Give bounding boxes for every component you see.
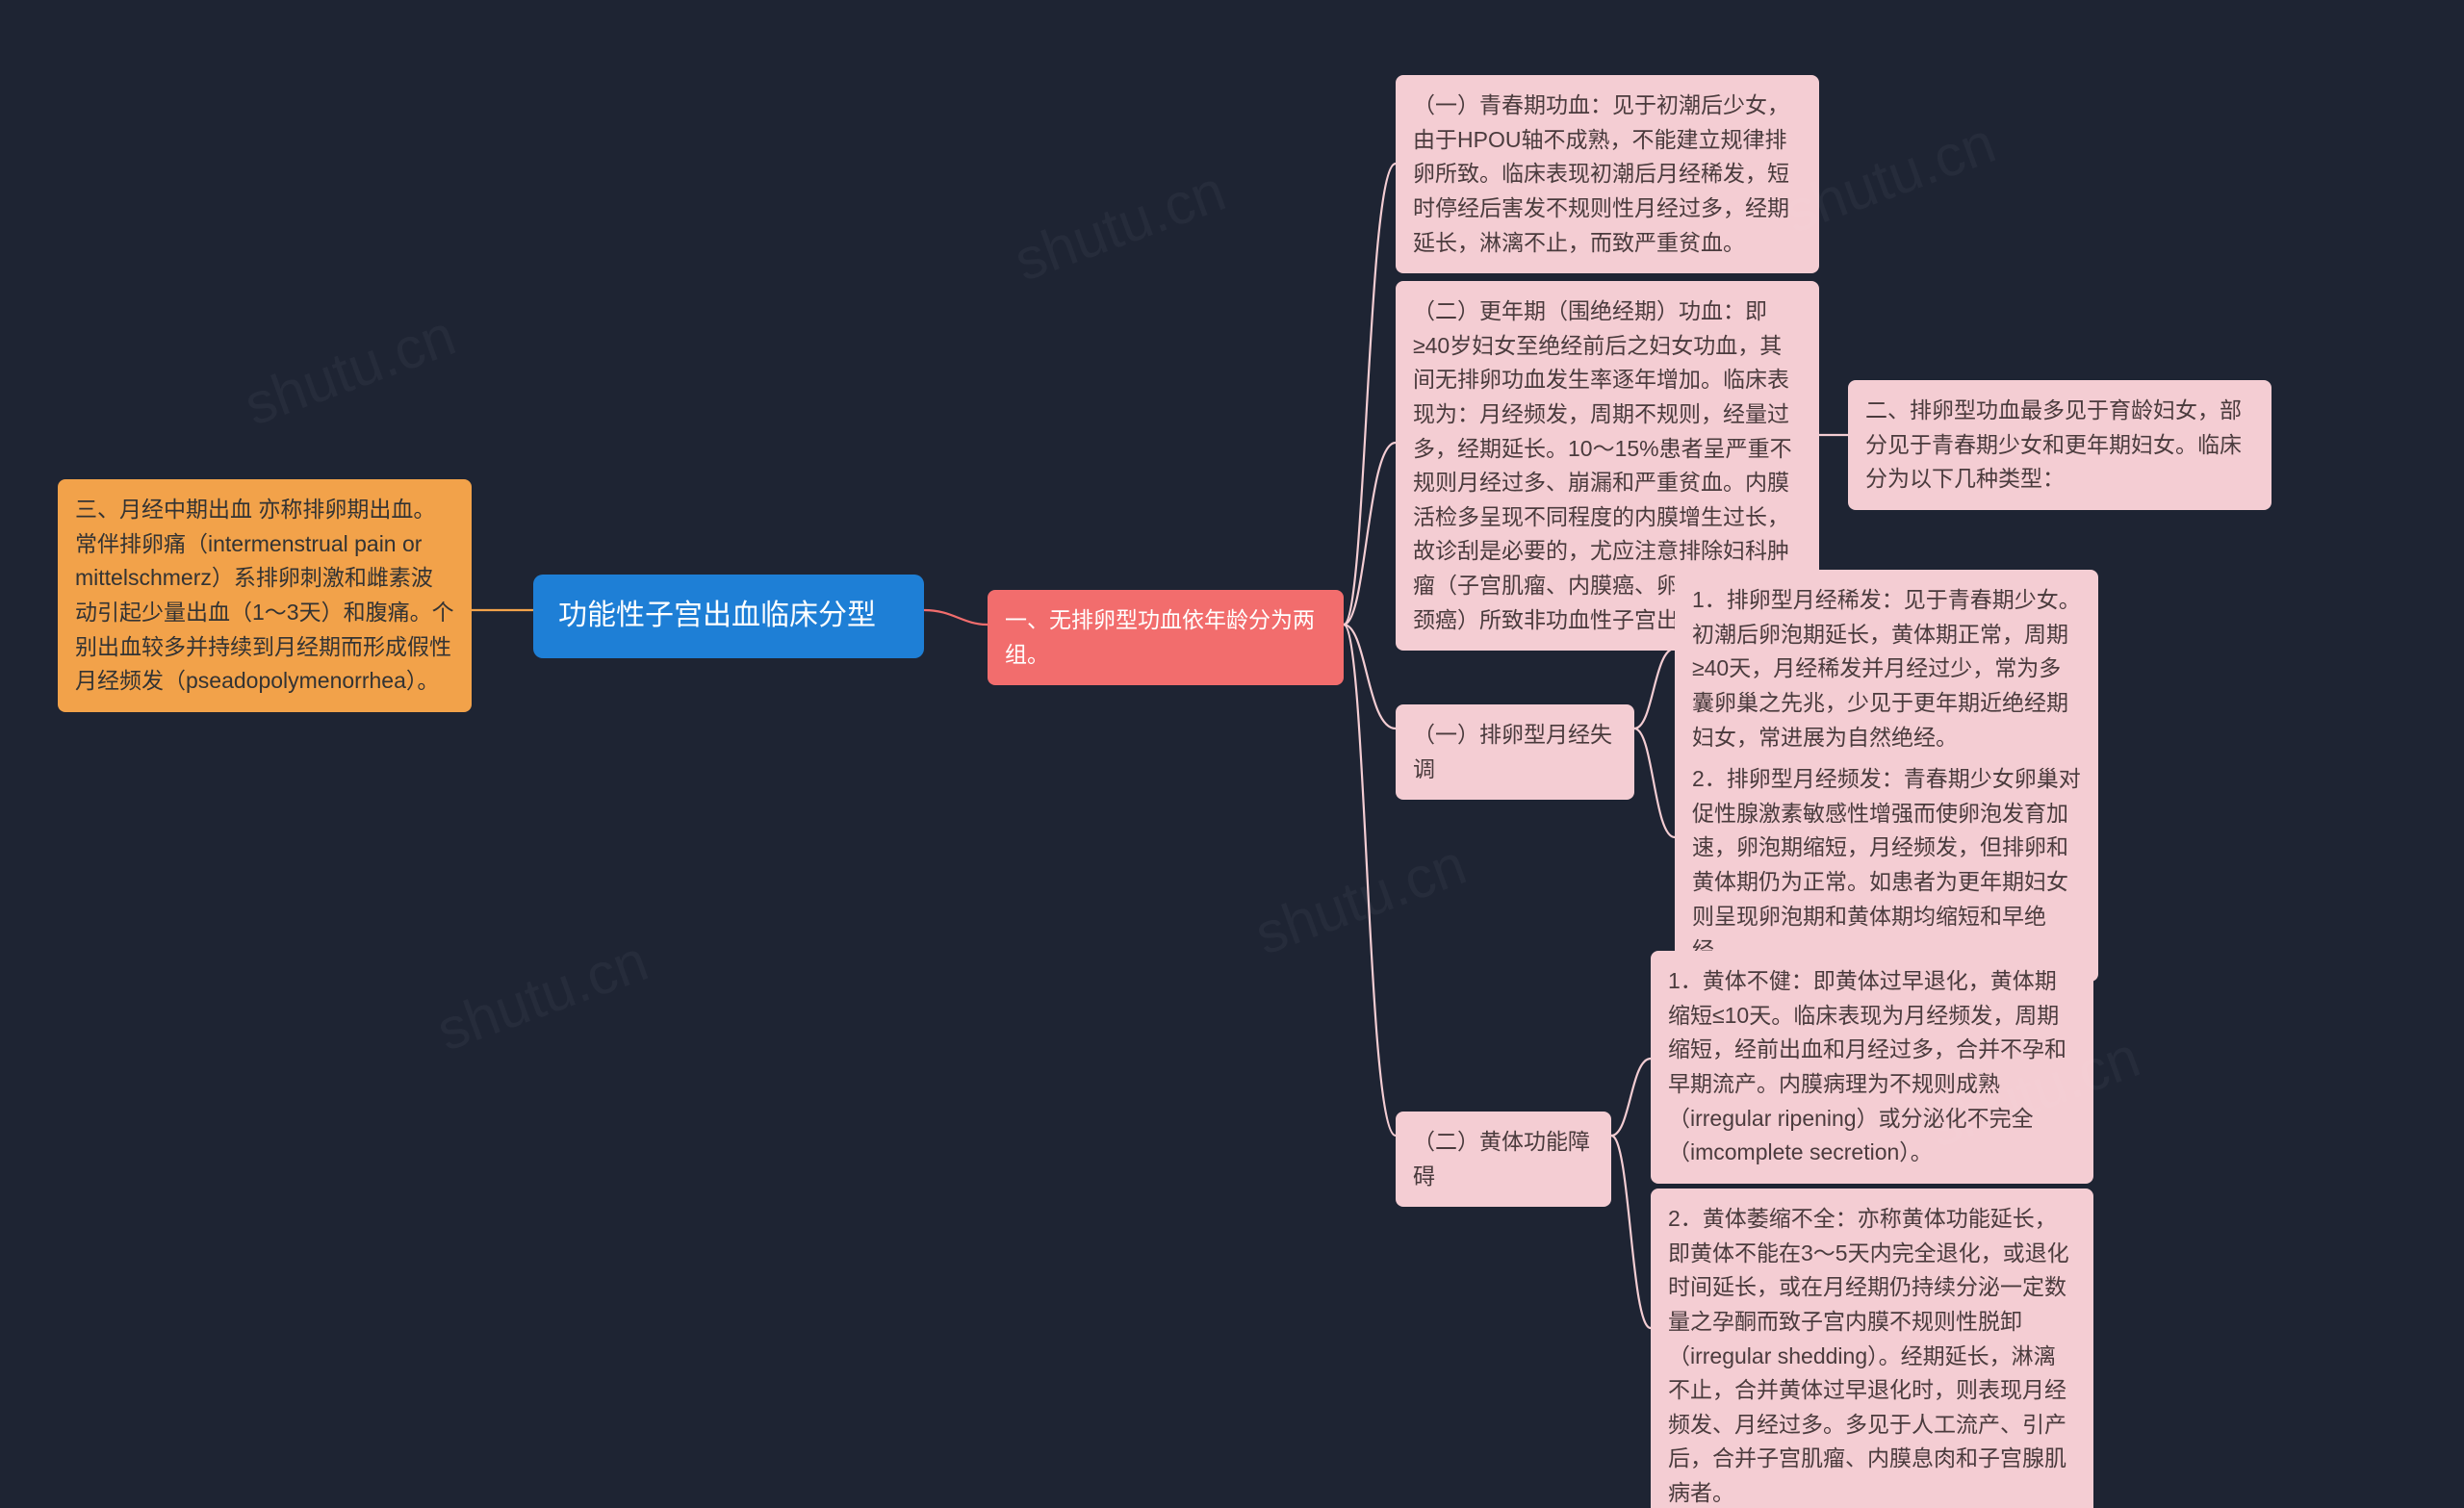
node-1-c[interactable]: （一）排卵型月经失调 xyxy=(1396,704,1634,800)
node-section-3[interactable]: 三、月经中期出血 亦称排卵期出血。常伴排卵痛（intermenstrual pa… xyxy=(58,479,472,712)
node-1-d1-text: 1．黄体不健：即黄体过早退化，黄体期缩短≤10天。临床表现为月经频发，周期缩短，… xyxy=(1668,968,2066,1164)
node-1-a-text: （一）青春期功血：见于初潮后少女，由于HPOU轴不成熟，不能建立规律排卵所致。临… xyxy=(1413,92,1789,255)
edge-d-d1 xyxy=(1611,1059,1651,1136)
node-section-1[interactable]: 一、无排卵型功血依年龄分为两组。 xyxy=(988,590,1344,685)
node-1-d-text: （二）黄体功能障碍 xyxy=(1413,1129,1590,1189)
node-1-d[interactable]: （二）黄体功能障碍 xyxy=(1396,1112,1611,1207)
node-1-c2-text: 2．排卵型月经频发：青春期少女卵巢对促性腺激素敏感性增强而使卵泡发育加速，卵泡期… xyxy=(1692,766,2081,962)
node-1-c-text: （一）排卵型月经失调 xyxy=(1413,722,1612,781)
edge-node1-c xyxy=(1344,625,1396,728)
watermark: shutu.cn xyxy=(1006,157,1234,294)
edge-node1-d xyxy=(1344,625,1396,1136)
mindmap-canvas: 功能性子宫出血临床分型 三、月经中期出血 亦称排卵期出血。常伴排卵痛（inter… xyxy=(0,0,2464,1508)
watermark: shutu.cn xyxy=(1246,831,1475,967)
node-1-d1[interactable]: 1．黄体不健：即黄体过早退化，黄体期缩短≤10天。临床表现为月经频发，周期缩短，… xyxy=(1651,951,2093,1184)
node-2-side[interactable]: 二、排卵型功血最多见于育龄妇女，部分见于青春期少女和更年期妇女。临床分为以下几种… xyxy=(1848,380,2272,510)
edge-c-c1 xyxy=(1634,649,1675,728)
edge-node1-a xyxy=(1344,164,1396,625)
edge-d-d2 xyxy=(1611,1136,1651,1328)
node-1-c2[interactable]: 2．排卵型月经频发：青春期少女卵巢对促性腺激素敏感性增强而使卵泡发育加速，卵泡期… xyxy=(1675,749,2098,982)
edge-root-node1 xyxy=(924,610,988,625)
node-1-c1[interactable]: 1．排卵型月经稀发：见于青春期少女。初潮后卵泡期延长，黄体期正常，周期≥40天，… xyxy=(1675,570,2098,768)
node-1-d2-text: 2．黄体萎缩不全：亦称黄体功能延长，即黄体不能在3～5天内完全退化，或退化时间延… xyxy=(1668,1206,2069,1505)
node-2-side-text: 二、排卵型功血最多见于育龄妇女，部分见于青春期少女和更年期妇女。临床分为以下几种… xyxy=(1865,397,2242,491)
node-1-d2[interactable]: 2．黄体萎缩不全：亦称黄体功能延长，即黄体不能在3～5天内完全退化，或退化时间延… xyxy=(1651,1189,2093,1508)
node-section-3-text: 三、月经中期出血 亦称排卵期出血。常伴排卵痛（intermenstrual pa… xyxy=(75,497,454,693)
edge-node1-b xyxy=(1344,443,1396,625)
edge-c-c2 xyxy=(1634,728,1675,837)
node-1-a[interactable]: （一）青春期功血：见于初潮后少女，由于HPOU轴不成熟，不能建立规律排卵所致。临… xyxy=(1396,75,1819,273)
node-1-c1-text: 1．排卵型月经稀发：见于青春期少女。初潮后卵泡期延长，黄体期正常，周期≥40天，… xyxy=(1692,587,2081,750)
root-node[interactable]: 功能性子宫出血临床分型 xyxy=(533,575,924,658)
node-section-1-text: 一、无排卵型功血依年龄分为两组。 xyxy=(1005,607,1315,667)
watermark: shutu.cn xyxy=(428,927,656,1063)
root-label: 功能性子宫出血临床分型 xyxy=(558,600,876,631)
watermark: shutu.cn xyxy=(236,301,464,438)
